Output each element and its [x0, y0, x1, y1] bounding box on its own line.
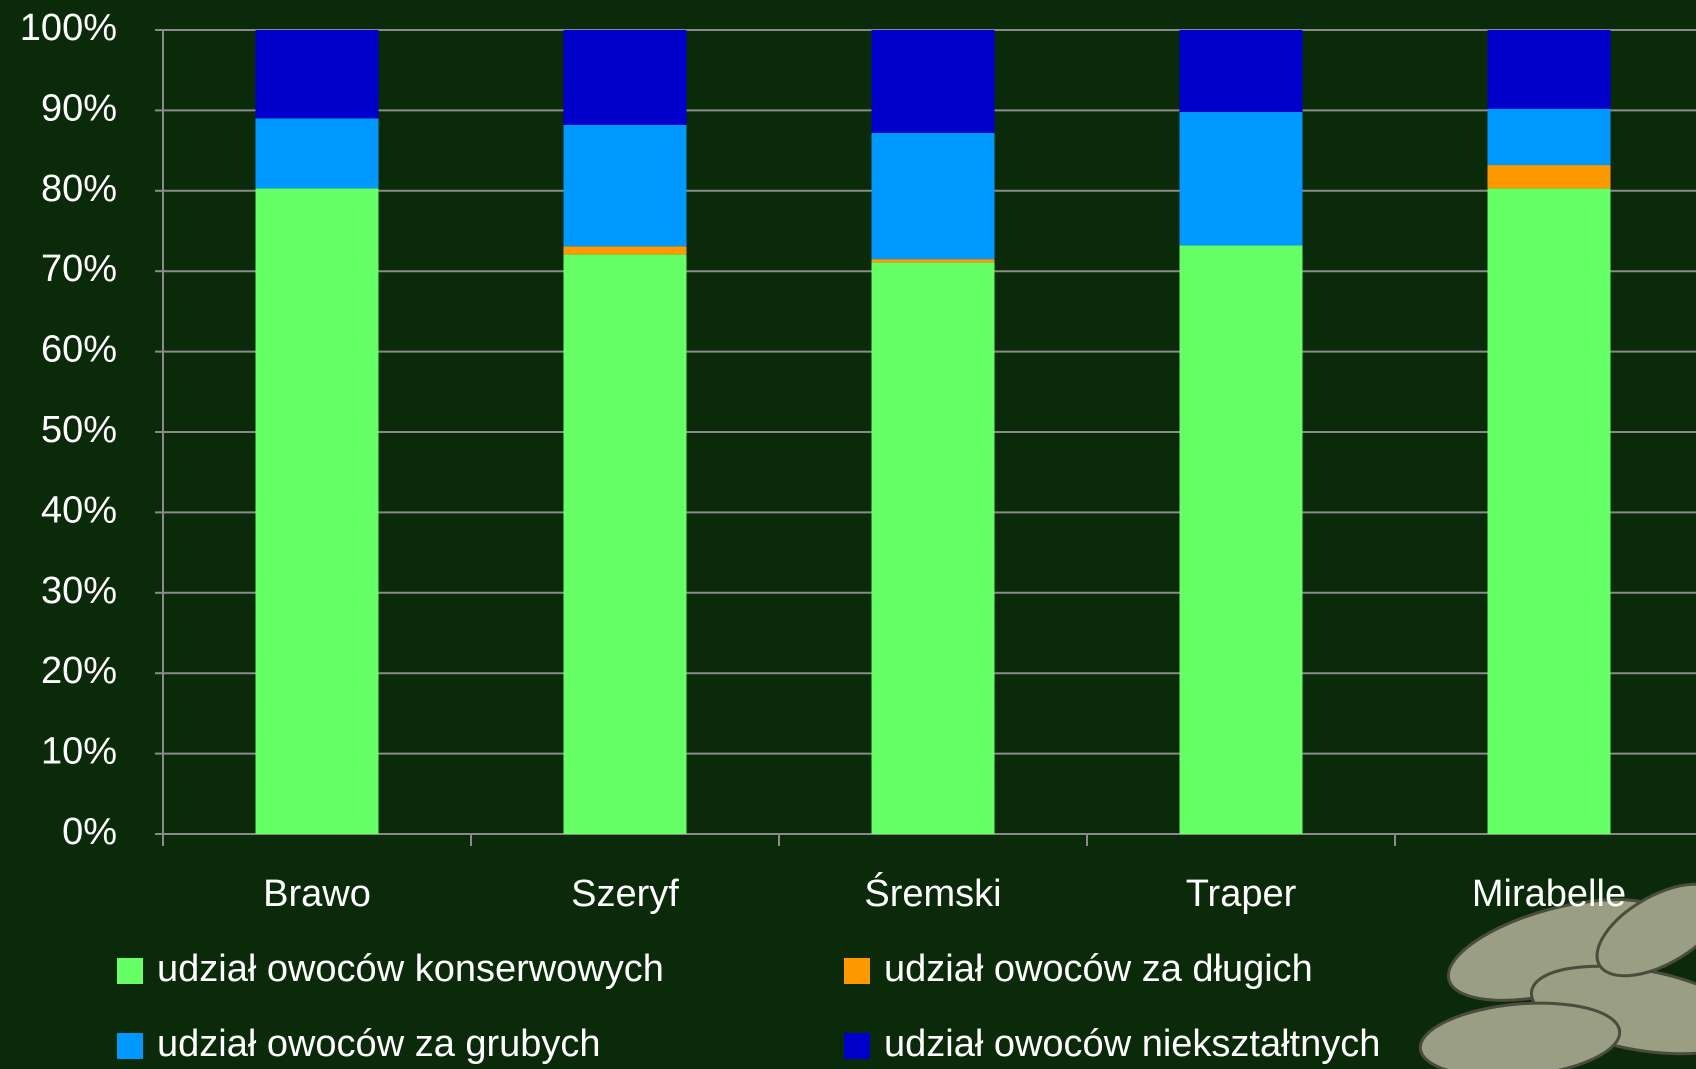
x-tick-label: Śremski	[864, 870, 1001, 915]
y-tick-label: 40%	[41, 489, 117, 531]
bar-segment	[1179, 30, 1303, 113]
bar-segment	[563, 30, 687, 125]
bar-segment	[871, 259, 995, 263]
bar-segment	[871, 262, 995, 835]
legend-label: udział owoców za długich	[884, 948, 1313, 990]
y-tick-label: 60%	[41, 329, 117, 371]
y-tick-label: 50%	[41, 409, 117, 451]
bar-segment	[1179, 112, 1303, 246]
bar-segment	[255, 188, 379, 834]
y-tick-label: 70%	[41, 248, 117, 290]
legend-label: udział owoców niekształtnych	[884, 1023, 1380, 1065]
bar-segment	[1487, 165, 1611, 189]
bar-segment	[1179, 245, 1303, 835]
y-tick-label: 100%	[20, 7, 117, 49]
bar-segment	[871, 30, 995, 133]
y-tick-label: 20%	[41, 650, 117, 692]
legend-swatch	[117, 1033, 143, 1059]
y-tick-label: 30%	[41, 570, 117, 612]
bar-segment	[563, 246, 687, 255]
bar-segment	[1487, 30, 1611, 109]
x-tick-label: Traper	[1186, 873, 1297, 915]
x-tick-label: Brawo	[263, 873, 371, 915]
legend-swatch	[844, 1033, 870, 1059]
legend-swatch	[844, 958, 870, 984]
bar-segment	[563, 124, 687, 247]
bar-segment	[563, 254, 687, 835]
bar-segment	[1487, 108, 1611, 166]
y-tick-label: 80%	[41, 168, 117, 210]
legend-label: udział owoców za grubych	[157, 1023, 601, 1065]
legend-label: udział owoców konserwowych	[157, 948, 664, 990]
bar-segment	[871, 132, 995, 260]
bar-segment	[255, 118, 379, 189]
legend-swatch	[117, 958, 143, 984]
y-tick-label: 90%	[41, 87, 117, 129]
x-tick-label: Mirabelle	[1472, 873, 1626, 915]
bar-segment	[255, 30, 379, 119]
x-tick-label: Szeryf	[571, 873, 679, 915]
bar-segment	[1487, 188, 1611, 834]
y-tick-label: 10%	[41, 731, 117, 773]
cucumber-decoration	[1418, 882, 1696, 1069]
y-tick-label: 0%	[62, 811, 117, 853]
